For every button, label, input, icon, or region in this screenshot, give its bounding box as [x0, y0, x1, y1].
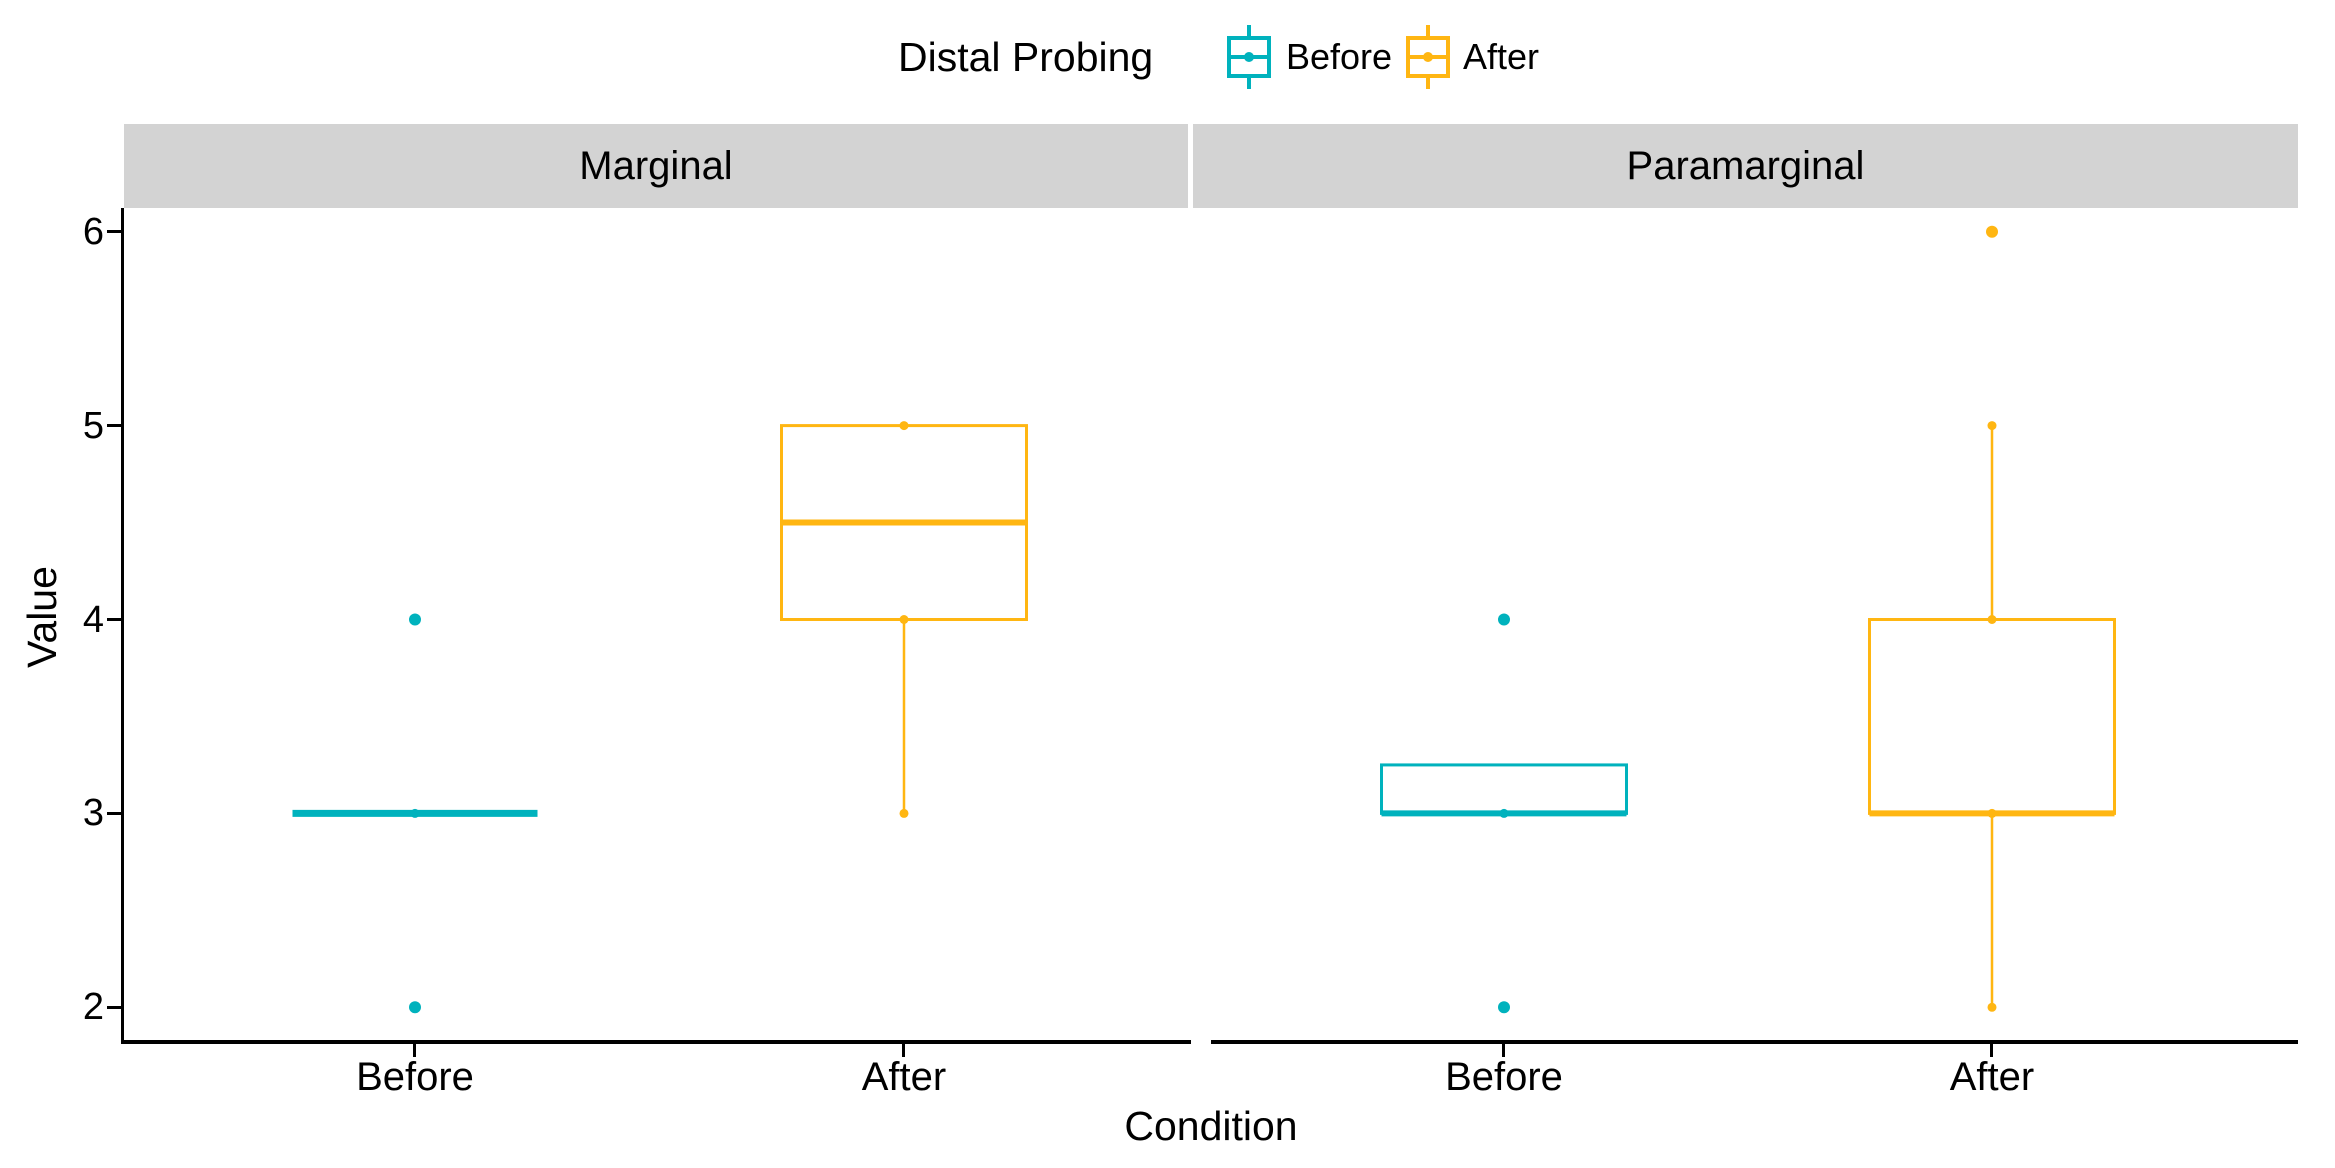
data-point: [899, 615, 909, 624]
outlier-point: [1498, 1001, 1510, 1014]
data-point: [1987, 808, 1997, 818]
outlier-point: [409, 613, 421, 626]
legend-title: Distal Probing: [898, 34, 1154, 80]
y-tick-3: [107, 812, 122, 815]
data-point: [1499, 808, 1509, 818]
y-tick-6: [107, 230, 122, 233]
data-point: [1987, 421, 1997, 431]
legend-key-after-icon: [1406, 25, 1450, 89]
y-tick-label-5: 5: [82, 405, 104, 447]
data-point: [899, 421, 909, 431]
x-tick-marginal-before: [413, 1044, 416, 1057]
x-tick-paramarginal-after: [1990, 1044, 1993, 1057]
y-tick-5: [107, 424, 122, 427]
boxplot-paramarginal-before: [1380, 613, 1628, 1014]
y-tick-label-6: 6: [82, 211, 104, 253]
y-axis-line: [121, 208, 124, 1044]
x-axis-line-paramarginal: [1211, 1040, 2298, 1044]
outlier-point: [1986, 225, 1998, 238]
x-tick-label-paramarginal-before: Before: [1445, 1055, 1563, 1099]
facet-strip-marginal: Marginal: [124, 124, 1188, 208]
x-tick-label-paramarginal-after: After: [1949, 1055, 2035, 1099]
facet-strip-paramarginal-label: Paramarginal: [1626, 143, 1865, 188]
boxplot-marginal-after: [780, 421, 1028, 818]
boxplot-marginal-before: [292, 613, 538, 1014]
y-tick-2: [107, 1006, 122, 1009]
y-tick-label-3: 3: [82, 792, 104, 834]
x-axis-line-marginal: [121, 1040, 1191, 1044]
legend-label-after: After: [1463, 36, 1540, 77]
facet-strip-paramarginal: Paramarginal: [1193, 124, 2298, 208]
data-point: [1987, 615, 1997, 624]
x-axis-title: Condition: [1124, 1103, 1298, 1149]
outlier-point: [409, 1001, 421, 1014]
data-point: [410, 808, 420, 818]
data-point: [899, 808, 909, 818]
boxplot-paramarginal-after: [1868, 225, 2116, 1012]
data-point: [1987, 1002, 1997, 1012]
outlier-point: [1498, 613, 1510, 626]
x-tick-label-marginal-before: Before: [356, 1055, 474, 1099]
x-tick-marginal-after: [902, 1044, 905, 1057]
facet-strip-marginal-label: Marginal: [579, 143, 733, 188]
y-tick-label-4: 4: [82, 599, 104, 641]
x-tick-paramarginal-before: [1502, 1044, 1505, 1057]
legend-label-before: Before: [1286, 36, 1393, 77]
y-tick-4: [107, 618, 122, 621]
legend-key-before-icon: [1227, 25, 1271, 89]
y-tick-label-2: 2: [82, 986, 104, 1028]
x-tick-label-marginal-after: After: [861, 1055, 947, 1099]
